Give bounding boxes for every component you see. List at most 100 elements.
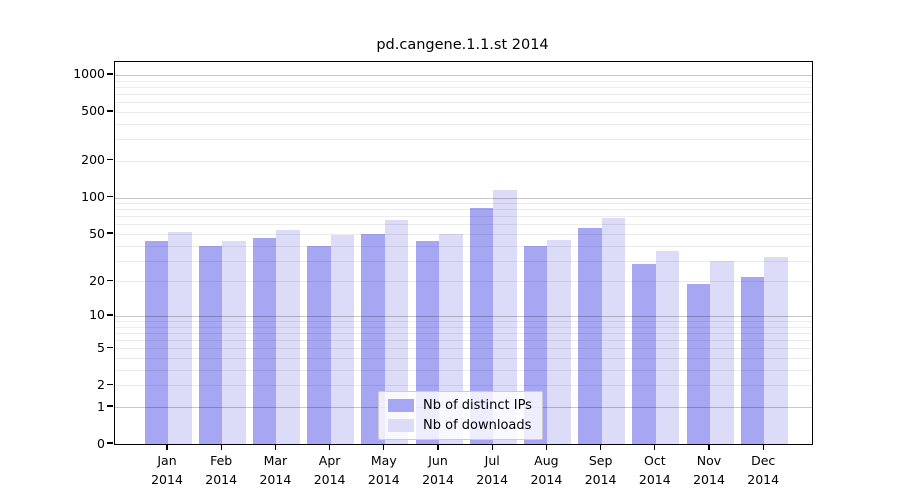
y-tick-mark [107,232,113,234]
y-tick-mark [107,159,113,161]
x-tick-label-apr: Apr 2014 [313,453,346,487]
x-tick-label-sep: Sep 2014 [584,453,617,487]
gridline-700 [115,94,812,95]
bar-mar-distinct-ips [252,238,277,444]
bar-jan-downloads [168,231,192,444]
gridline-800 [115,86,812,88]
y-tick-label-5: 5 [97,339,105,355]
x-tick-label-feb: Feb 2014 [205,453,238,487]
x-tick-mark [762,444,764,450]
plot-area [114,61,813,445]
gridline-100 [115,197,812,199]
bar-jul-distinct-ips [469,208,494,444]
gridline-80 [115,209,812,211]
y-tick-label-200: 200 [81,152,105,168]
bar-dec-distinct-ips [740,276,765,444]
gridline-1000 [115,74,812,76]
y-tick-mark [107,314,113,316]
legend-swatch-downloads-icon [388,419,414,432]
x-tick-mark [220,444,222,450]
bar-feb-distinct-ips [198,245,223,444]
y-tick-label-1000: 1000 [73,66,105,82]
x-tick-mark [328,444,331,450]
gridline-5 [115,348,812,350]
bar-nov-downloads [710,260,734,444]
x-tick-mark [654,444,656,450]
legend-label-downloads: Nb of downloads [423,418,532,433]
y-tick-label-50: 50 [89,225,105,241]
gridline-2 [115,385,812,387]
bar-may-downloads [384,220,409,444]
gridline-200 [115,160,812,162]
bar-jul-downloads [493,190,517,444]
bar-oct-distinct-ips [632,264,656,444]
gridline-7 [115,332,812,334]
gridline-8 [115,326,812,328]
x-tick-label-jun: Jun 2014 [422,453,454,487]
x-tick-mark [708,444,710,450]
gridline-900 [115,80,812,82]
y-tick-mark [107,383,113,385]
gridline-4 [115,358,812,359]
y-tick-mark [107,73,113,75]
y-tick-label-10: 10 [89,307,105,323]
x-tick-label-oct: Oct 2014 [638,453,671,487]
x-tick-mark [166,444,168,450]
x-tick-mark [383,444,385,450]
y-tick-label-0: 0 [97,435,105,451]
bar-dec-downloads [764,257,788,444]
y-tick-mark [107,442,113,444]
gridline-70 [115,216,812,218]
y-tick-label-20: 20 [89,272,105,288]
gridline-500 [115,111,812,113]
y-tick-label-100: 100 [81,189,105,204]
gridline-9 [115,321,812,322]
chart-title: pd.cangene.1.1.st 2014 [376,37,549,53]
y-tick-mark [107,195,113,198]
gridline-400 [115,123,812,125]
bar-feb-downloads [222,240,246,444]
bar-jan-distinct-ips [144,240,168,444]
legend: Nb of distinct IPs Nb of downloads [378,391,543,440]
x-tick-label-jan: Jan 2014 [151,453,183,487]
x-tick-label-dec: Dec 2014 [747,453,780,487]
x-tick-mark [599,444,602,450]
y-tick-label-500: 500 [81,103,105,119]
bar-oct-downloads [655,251,680,444]
gridline-60 [115,224,812,226]
legend-item-distinct-ips: Nb of distinct IPs [388,398,532,413]
x-tick-label-may: May 2014 [367,453,400,487]
gridline-30 [115,260,812,262]
bar-nov-distinct-ips [686,284,710,444]
x-tick-label-mar: Mar 2014 [259,453,292,487]
x-tick-mark [491,444,493,450]
bar-mar-downloads [276,229,300,444]
legend-label-distinct-ips: Nb of distinct IPs [423,398,532,413]
x-tick-mark [274,444,277,450]
bar-sep-downloads [601,217,626,444]
bar-apr-downloads [330,235,355,444]
x-tick-label-aug: Aug 2014 [530,453,563,487]
gridline-300 [115,139,812,141]
x-tick-label-nov: Nov 2014 [693,453,725,487]
gridline-40 [115,245,812,247]
gridline-6 [115,340,812,342]
gridline-90 [115,203,812,204]
y-tick-label-1: 1 [97,398,105,414]
gridline-10 [115,315,812,317]
y-tick-mark [107,279,113,282]
bar-aug-downloads [547,239,571,444]
bar-apr-distinct-ips [307,245,331,444]
y-tick-label-2: 2 [97,376,105,392]
bar-sep-distinct-ips [578,228,602,444]
legend-swatch-distinct-ips-icon [388,399,414,412]
legend-item-downloads: Nb of downloads [388,418,532,433]
y-tick-mark [107,346,113,348]
y-tick-mark [107,405,113,407]
gridline-600 [115,102,812,104]
x-tick-mark [545,444,548,450]
x-tick-label-jul: Jul 2014 [476,453,509,487]
x-tick-mark [437,444,439,450]
gridline-3 [115,369,812,371]
